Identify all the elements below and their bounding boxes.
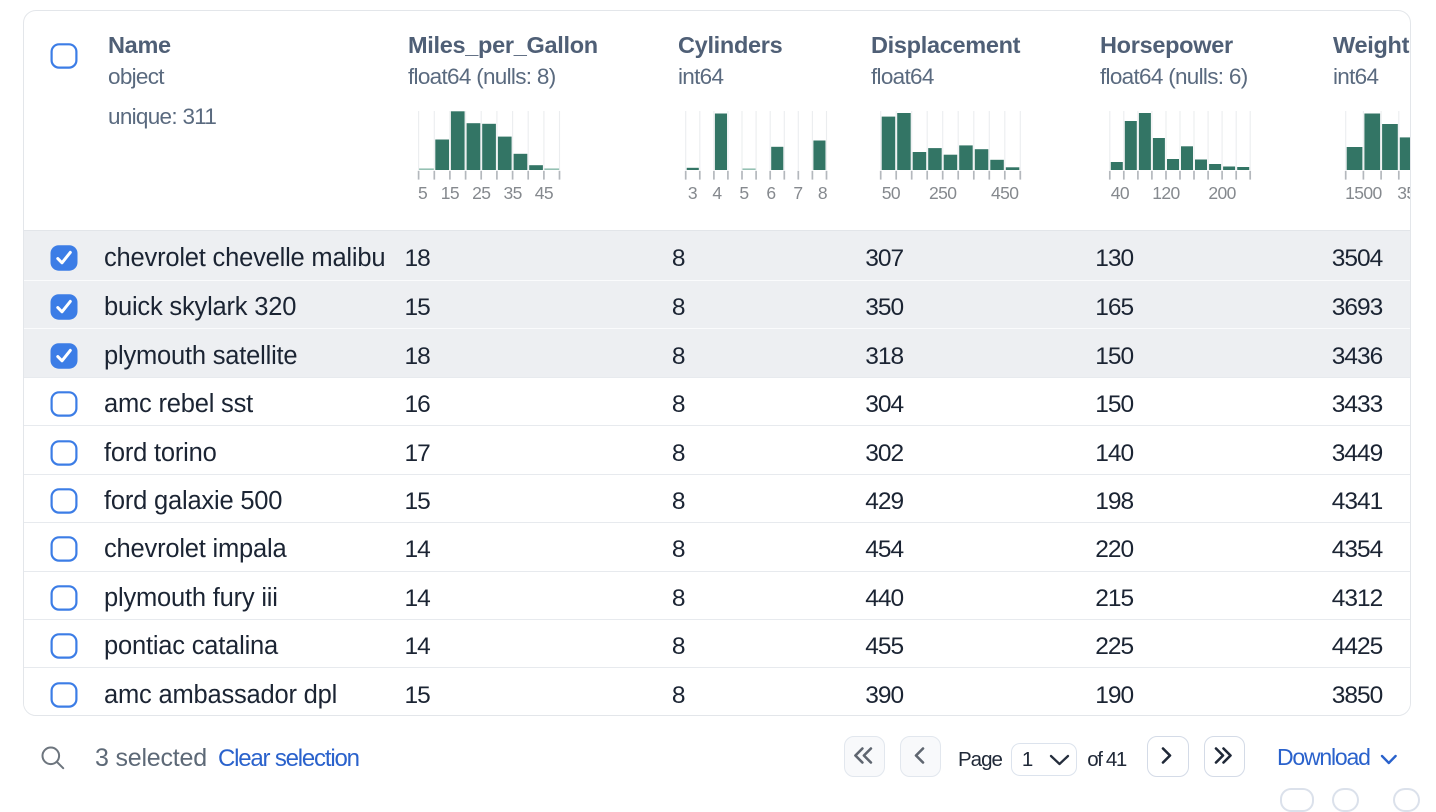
svg-text:25: 25 [472, 183, 490, 203]
svg-text:7: 7 [793, 183, 802, 203]
svg-text:35: 35 [503, 183, 521, 203]
svg-text:450: 450 [991, 183, 1019, 203]
svg-text:8: 8 [818, 183, 827, 203]
svg-text:6: 6 [766, 183, 775, 203]
svg-text:15: 15 [441, 183, 459, 203]
svg-text:5: 5 [739, 183, 748, 203]
svg-text:200: 200 [1208, 183, 1236, 203]
svg-text:120: 120 [1152, 183, 1180, 203]
svg-text:4: 4 [712, 183, 722, 203]
svg-text:3: 3 [688, 183, 697, 203]
svg-text:5: 5 [418, 183, 427, 203]
svg-text:50: 50 [882, 183, 901, 203]
svg-text:45: 45 [535, 183, 553, 203]
svg-text:40: 40 [1111, 183, 1130, 203]
svg-text:3500: 3500 [1397, 183, 1410, 203]
svg-text:250: 250 [929, 183, 957, 203]
svg-text:1500: 1500 [1345, 183, 1382, 203]
